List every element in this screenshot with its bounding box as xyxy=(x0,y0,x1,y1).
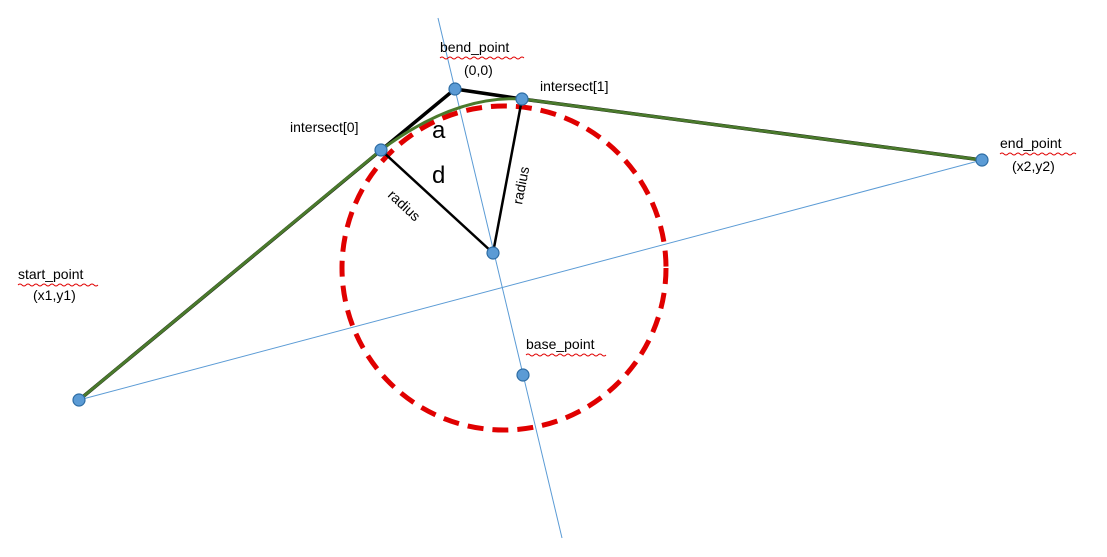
bend-point-label: bend_point xyxy=(440,39,509,55)
start-end-chord-line xyxy=(78,159,983,401)
circle-center-marker xyxy=(486,246,500,260)
intersect1-label: intersect[1] xyxy=(540,78,608,94)
radius-left-label: radius xyxy=(385,186,424,224)
bend-coords-label: (0,0) xyxy=(464,62,493,78)
start-coords-label: (x1,y1) xyxy=(33,287,76,303)
start-point-spell-squiggle xyxy=(17,283,99,287)
start-point-marker xyxy=(72,393,86,407)
angle-a-label: a xyxy=(432,117,446,144)
filleted-path xyxy=(78,97,983,402)
radius-line-right xyxy=(491,98,524,254)
bisector-line xyxy=(437,17,563,539)
end-point-label: end_point xyxy=(1000,135,1062,151)
distance-d-label: d xyxy=(432,162,445,189)
intersect0-marker xyxy=(374,143,388,157)
radius-right-label: radius xyxy=(509,165,532,205)
end-point-marker xyxy=(975,153,989,167)
base-point-label: base_point xyxy=(526,336,595,352)
end-point-spell-squiggle xyxy=(999,152,1077,156)
base-point-spell-squiggle xyxy=(525,353,607,357)
bent-polyline xyxy=(77,87,983,402)
start-point-label: start_point xyxy=(18,266,83,282)
intersect0-label: intersect[0] xyxy=(290,119,358,135)
bend-point-marker xyxy=(448,82,462,96)
intersect1-marker xyxy=(515,92,529,106)
end-coords-label: (x2,y2) xyxy=(1012,158,1055,174)
fillet-circle xyxy=(339,103,669,433)
radius-line-left xyxy=(380,149,494,254)
base-point-marker xyxy=(516,368,530,382)
bend-point-spell-squiggle xyxy=(439,56,525,60)
